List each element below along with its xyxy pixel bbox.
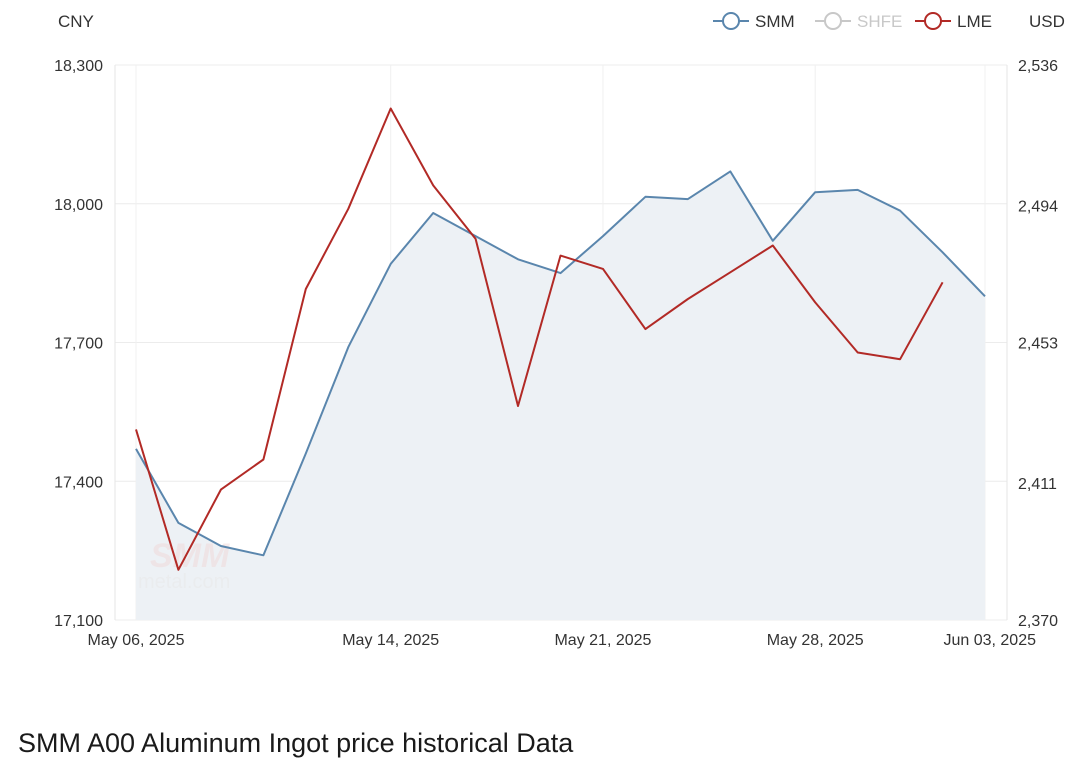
legend-lme-marker [924,12,942,30]
legend-lme-label: LME [957,12,992,31]
watermark-brand: SMM [150,537,230,575]
x-tick-label: May 21, 2025 [554,632,651,649]
right-tick-label: 2,411 [1018,476,1057,493]
left-tick-label: 17,400 [54,474,103,491]
watermark: SMM metal.com [138,537,230,593]
lme-series-line [135,107,944,571]
right-tick-label: 2,453 [1018,336,1058,353]
x-tick-label: May 14, 2025 [342,632,439,649]
right-tick-label: 2,494 [1018,198,1058,215]
chart-title: SMM A00 Aluminum Ingot price historical … [18,728,574,758]
series-layer [135,107,986,571]
watermark-site: metal.com [138,571,230,593]
price-chart: SMM metal.com 17,100 17,400 17,700 18,000 18… [54,12,1065,649]
smm-series-line [135,170,986,557]
right-tick-label: 2,536 [1018,58,1058,75]
right-axis-unit: USD [1029,12,1065,31]
left-axis-unit: CNY [58,12,94,31]
x-tick-label: Jun 03, 2025 [943,632,1036,649]
legend-shfe-label: SHFE [857,12,902,31]
left-tick-label: 17,100 [54,613,103,630]
x-tick-label: May 28, 2025 [767,632,864,649]
legend: SMM SHFE LME [713,12,992,31]
right-tick-label: 2,370 [1018,613,1058,630]
left-tick-label: 18,300 [54,58,103,75]
legend-smm-label: SMM [755,12,795,31]
axis-layer: 17,100 17,400 17,700 18,000 18,300 2,370 2,411… [54,58,1058,649]
chart-svg: SMM metal.com 17,100 17,400 17,700 18,000 18… [54,12,1065,649]
smm-area [136,171,985,620]
left-tick-label: 17,700 [54,336,103,353]
legend-smm-marker [722,12,740,30]
left-tick-label: 18,000 [54,197,103,214]
area-layer [136,171,985,620]
x-tick-label: May 06, 2025 [88,632,185,649]
legend-shfe-marker [824,12,842,30]
